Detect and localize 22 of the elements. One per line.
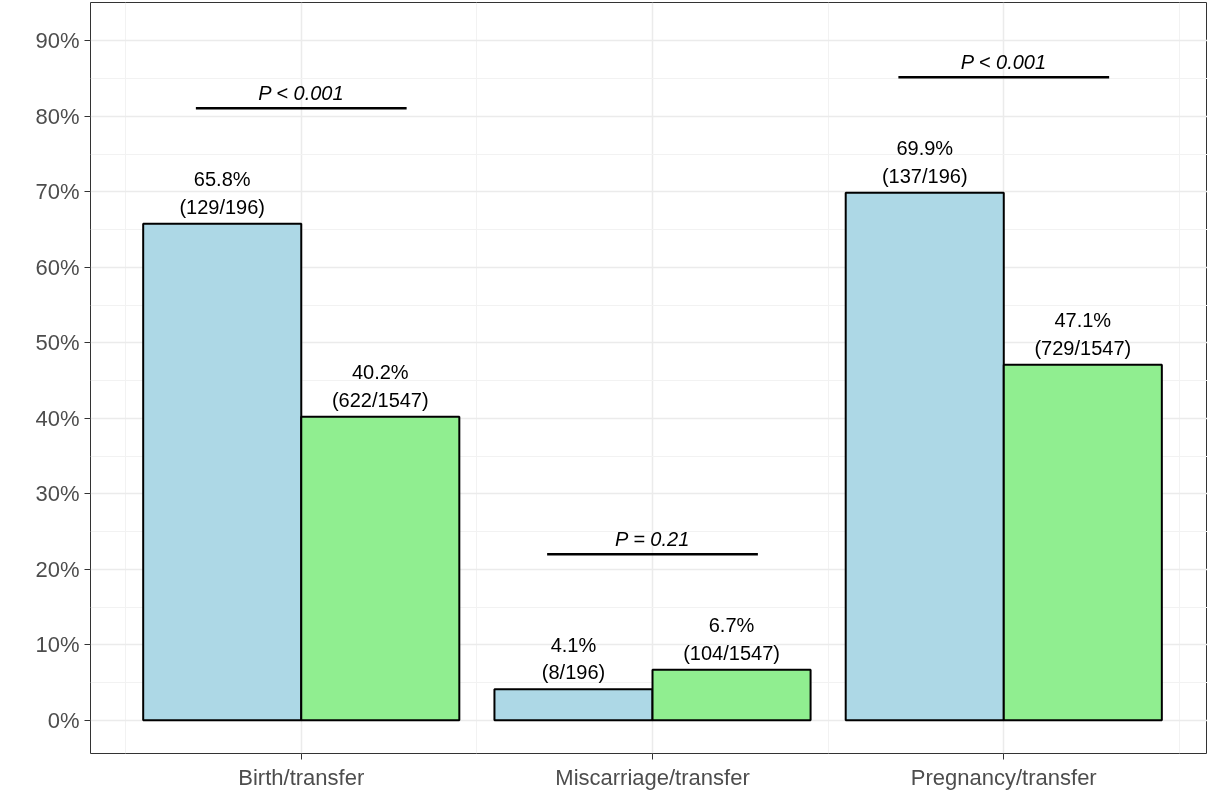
x-tick-label: Birth/transfer (238, 764, 365, 790)
y-tick-label: 20% (35, 556, 80, 582)
annotation: P < 0.001 (258, 82, 344, 105)
data-label: 4.1% (8/196) (541, 633, 606, 684)
y-tick-label: 80% (35, 103, 80, 129)
x-tick-label: Miscarriage/transfer (555, 764, 750, 790)
y-tick-label: 70% (35, 179, 80, 205)
y-tick-label: 0% (47, 707, 80, 733)
data-label: 65.8% (129/196) (179, 168, 266, 218)
x-tick-label: Pregnancy/transfer (910, 764, 1097, 790)
y-tick-label: 50% (35, 330, 80, 356)
data-label: 40.2% (622/1547) (331, 361, 429, 411)
y-tick-label: 60% (35, 254, 80, 280)
annotation: P < 0.001 (960, 51, 1047, 74)
annotation: P = 0.21 (614, 528, 690, 551)
data-label: 6.7% (104/1547) (683, 614, 780, 664)
y-tick-label: 30% (35, 481, 80, 507)
data-label: 47.1% (729/1547) (1034, 309, 1132, 359)
data-label: 69.9% (137/196) (881, 137, 968, 187)
y-tick-label: 10% (35, 632, 80, 658)
y-tick-label: 40% (35, 405, 80, 431)
y-tick-label: 90% (35, 28, 80, 54)
